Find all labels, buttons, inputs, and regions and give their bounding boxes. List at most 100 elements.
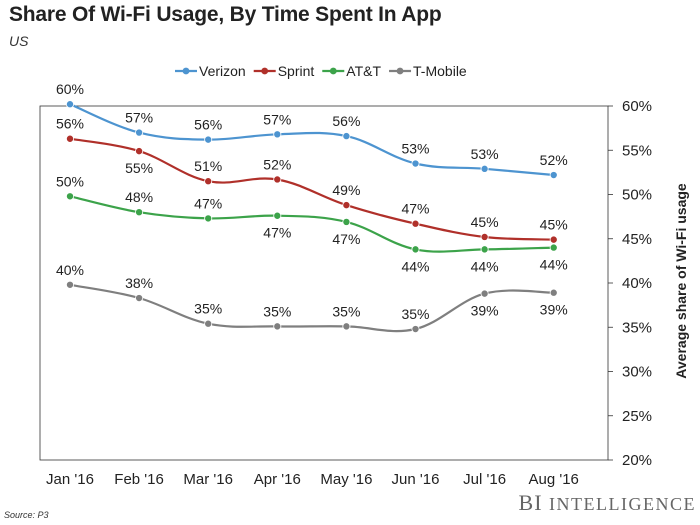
y-tick-label: 35% — [622, 319, 652, 336]
data-label-verizon: 56% — [332, 113, 360, 129]
data-label-verizon: 52% — [540, 152, 568, 168]
series-line-verizon — [69, 103, 554, 177]
data-label-t-mobile: 38% — [125, 275, 153, 291]
y-tick-label: 40% — [622, 275, 652, 292]
legend-marker-at-t — [329, 67, 337, 75]
legend-label-t-mobile: T-Mobile — [413, 63, 467, 79]
data-label-at-t: 47% — [194, 195, 222, 211]
data-label-sprint: 52% — [263, 156, 291, 172]
chart-axes: 20% 25% 30% 35% 40% 45% 50% 55% 60% Jan '16 Feb '1… — [39, 98, 652, 488]
data-point-sprint — [342, 201, 351, 210]
data-label-at-t: 47% — [263, 225, 291, 241]
source-note: Source: P3 — [4, 510, 49, 520]
data-point-t-mobile — [204, 319, 213, 328]
data-labels: 60% 57% 56% 57% 56% 53% 53% 52% 56% 55% 51% 52% 49% 4… — [56, 81, 568, 322]
series-points — [66, 100, 558, 334]
legend-marker-t-mobile — [396, 67, 404, 75]
data-label-t-mobile: 35% — [194, 301, 222, 317]
y-tick-label: 50% — [622, 187, 652, 204]
data-point-verizon — [342, 132, 351, 141]
legend-label-at-t: AT&T — [346, 63, 381, 79]
data-label-verizon: 57% — [263, 111, 291, 127]
data-label-verizon: 53% — [401, 141, 429, 157]
data-label-at-t: 44% — [540, 257, 568, 273]
data-point-sprint — [480, 232, 489, 241]
y-tick-label: 25% — [622, 408, 652, 425]
data-point-at-t — [549, 243, 558, 252]
x-tick-label: Jun '16 — [392, 471, 440, 488]
data-point-at-t — [204, 214, 213, 223]
data-point-sprint — [273, 175, 282, 184]
data-point-sprint — [66, 134, 75, 143]
data-point-sprint — [549, 235, 558, 244]
data-label-at-t: 47% — [332, 231, 360, 247]
bi-intelligence-logo: BI Intelligence — [519, 490, 696, 516]
data-label-at-t: 50% — [56, 173, 84, 189]
data-label-t-mobile: 39% — [540, 302, 568, 318]
data-point-at-t — [273, 211, 282, 220]
data-label-t-mobile: 35% — [401, 306, 429, 322]
data-label-verizon: 53% — [471, 146, 499, 162]
data-label-sprint: 56% — [56, 116, 84, 132]
legend-label-sprint: Sprint — [278, 63, 315, 79]
data-point-sprint — [135, 147, 144, 156]
brand-bi: BI — [518, 490, 543, 515]
data-label-at-t: 48% — [125, 189, 153, 205]
legend-marker-sprint — [261, 67, 269, 75]
data-point-t-mobile — [480, 289, 489, 298]
data-point-verizon — [273, 130, 282, 139]
data-point-verizon — [411, 159, 420, 168]
data-label-sprint: 47% — [401, 201, 429, 217]
data-label-sprint: 45% — [540, 217, 568, 233]
data-point-t-mobile — [273, 322, 282, 331]
data-point-at-t — [342, 217, 351, 226]
series-line-at-t — [69, 195, 554, 253]
legend: Verizon Sprint AT&T T-Mobile — [175, 63, 467, 79]
data-point-verizon — [204, 135, 213, 144]
data-point-verizon — [549, 171, 558, 180]
y-tick-label: 60% — [622, 98, 652, 115]
data-label-sprint: 51% — [194, 158, 222, 174]
data-point-sprint — [411, 219, 420, 228]
legend-marker-verizon — [182, 67, 190, 75]
y-tick-label: 30% — [622, 364, 652, 381]
data-point-t-mobile — [135, 294, 144, 303]
y-axis-label: Average share of Wi-Fi usage — [673, 183, 689, 379]
data-point-t-mobile — [549, 288, 558, 297]
data-point-sprint — [204, 177, 213, 186]
data-label-verizon: 56% — [194, 117, 222, 133]
series-line-sprint — [69, 137, 554, 241]
y-tick-label: 45% — [622, 231, 652, 248]
data-point-t-mobile — [342, 322, 351, 331]
series-lines — [69, 103, 554, 333]
x-tick-label: Mar '16 — [183, 471, 233, 488]
x-tick-label: Aug '16 — [528, 471, 578, 488]
data-label-verizon: 60% — [56, 81, 84, 97]
y-tick-label: 20% — [622, 452, 652, 469]
y-tick-label: 55% — [622, 142, 652, 159]
data-point-at-t — [135, 208, 144, 217]
series-line-t-mobile — [69, 283, 554, 333]
data-label-t-mobile: 40% — [56, 262, 84, 278]
data-point-t-mobile — [66, 280, 75, 289]
data-label-sprint: 45% — [471, 214, 499, 230]
data-point-verizon — [66, 100, 75, 109]
data-point-verizon — [480, 164, 489, 173]
chart-subtitle: US — [9, 33, 29, 49]
data-label-at-t: 44% — [401, 258, 429, 274]
data-label-sprint: 49% — [332, 182, 360, 198]
legend-label-verizon: Verizon — [199, 63, 246, 79]
data-point-t-mobile — [411, 325, 420, 334]
data-label-t-mobile: 35% — [332, 303, 360, 319]
data-point-at-t — [66, 192, 75, 201]
data-point-at-t — [480, 245, 489, 254]
data-label-t-mobile: 39% — [471, 303, 499, 319]
x-tick-label: Jan '16 — [46, 471, 94, 488]
data-point-verizon — [135, 128, 144, 137]
x-tick-label: Feb '16 — [114, 471, 164, 488]
data-label-at-t: 44% — [471, 258, 499, 274]
data-label-sprint: 55% — [125, 160, 153, 176]
data-label-verizon: 57% — [125, 110, 153, 126]
brand-intelligence: Intelligence — [549, 494, 696, 514]
